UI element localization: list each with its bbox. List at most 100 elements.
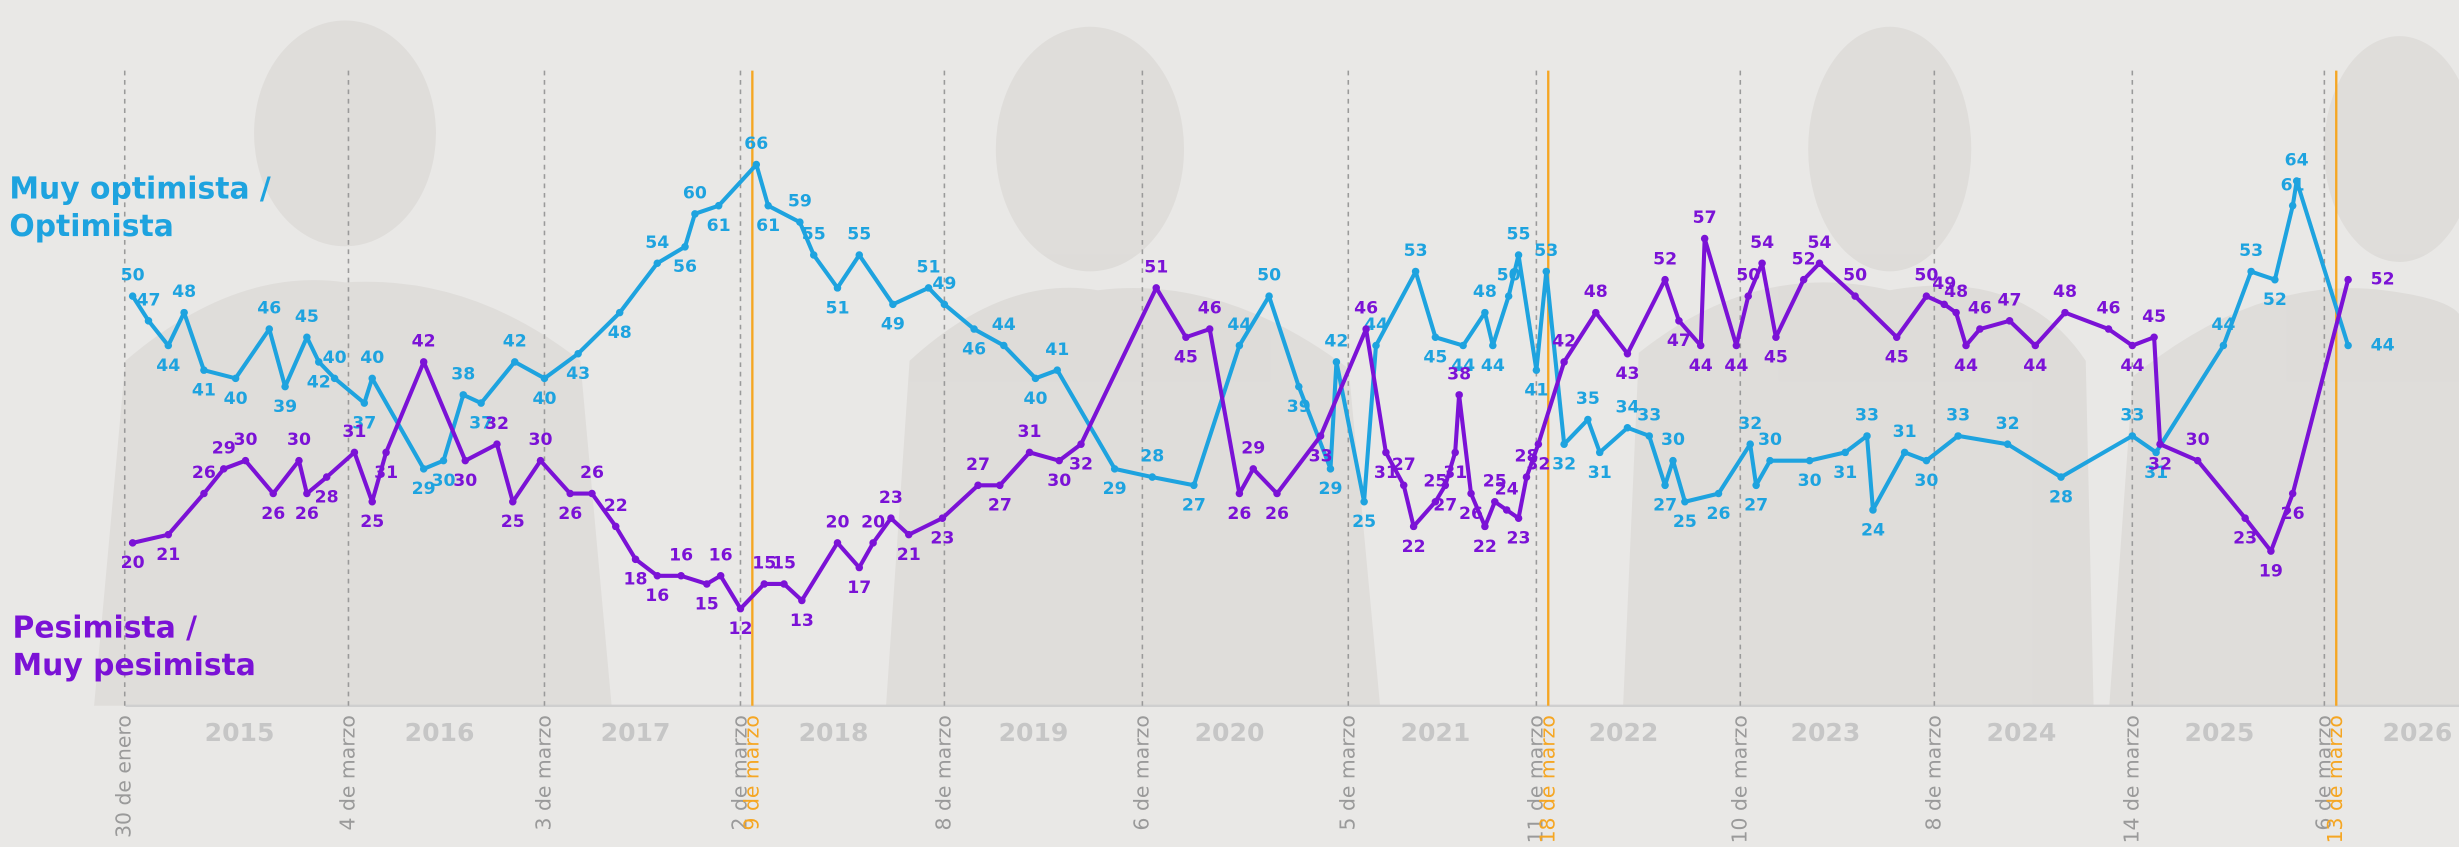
data-point xyxy=(1410,523,1418,531)
data-point xyxy=(1152,284,1160,292)
data-point xyxy=(810,251,818,259)
data-label: 30 xyxy=(453,471,477,491)
data-point xyxy=(2129,432,2137,440)
data-label: 33 xyxy=(1946,406,1970,426)
data-label: 26 xyxy=(1265,504,1289,524)
data-point xyxy=(654,259,662,267)
data-point xyxy=(1596,449,1604,457)
data-label: 32 xyxy=(1996,414,2020,434)
data-label: 61 xyxy=(707,216,731,236)
data-label: 19 xyxy=(2259,561,2283,581)
data-point xyxy=(1661,276,1669,284)
data-label: 44 xyxy=(2023,356,2047,376)
data-point xyxy=(165,531,173,539)
data-label: 46 xyxy=(962,339,986,359)
data-point xyxy=(632,556,640,564)
data-point xyxy=(323,473,331,481)
data-point xyxy=(869,539,877,547)
data-label: 13 xyxy=(790,611,814,631)
x-tick-label: 2016 xyxy=(405,718,475,747)
data-point xyxy=(1481,309,1489,317)
data-point xyxy=(588,490,596,498)
data-point xyxy=(368,375,376,383)
data-label: 29 xyxy=(1318,479,1342,499)
data-point xyxy=(265,325,273,333)
data-label: 44 xyxy=(2371,335,2395,355)
marker-label: 6 de marzo xyxy=(1129,715,1153,830)
data-point xyxy=(1624,424,1632,432)
data-label: 30 xyxy=(1661,430,1685,450)
data-point xyxy=(1053,366,1061,374)
marker-label: 30 de enero xyxy=(112,715,136,838)
data-point xyxy=(1800,276,1808,284)
data-point xyxy=(2289,202,2297,210)
data-label: 60 xyxy=(683,184,707,204)
data-label: 27 xyxy=(1744,496,1768,516)
data-label: 31 xyxy=(1443,463,1467,483)
data-point xyxy=(970,325,978,333)
data-point xyxy=(681,243,689,251)
data-point xyxy=(1451,449,1459,457)
data-label: 31 xyxy=(342,422,366,442)
data-label: 40 xyxy=(224,389,248,409)
data-point xyxy=(2032,342,2040,350)
data-point xyxy=(2247,268,2255,276)
data-label: 52 xyxy=(2371,270,2395,290)
data-point xyxy=(477,399,485,407)
data-point xyxy=(1236,490,1244,498)
data-point xyxy=(281,383,289,391)
data-point xyxy=(1055,457,1063,465)
data-point xyxy=(180,309,188,317)
data-label: 22 xyxy=(1473,537,1497,557)
data-point xyxy=(1962,342,1970,350)
x-tick-label: 2026 xyxy=(2383,718,2453,747)
data-label: 49 xyxy=(932,274,956,294)
chart: 30 de enero4 de marzo3 de marzo2 de marz… xyxy=(0,0,2459,847)
data-label: 48 xyxy=(608,323,632,343)
data-label: 24 xyxy=(1495,480,1519,500)
data-point xyxy=(925,284,933,292)
data-label: 23 xyxy=(879,488,903,508)
marker-label: 14 de marzo xyxy=(2119,715,2143,843)
data-label: 16 xyxy=(709,545,733,565)
data-label: 28 xyxy=(2049,487,2073,507)
data-point xyxy=(1333,358,1341,366)
data-label: 12 xyxy=(728,619,752,639)
data-point xyxy=(780,580,788,588)
data-point xyxy=(2293,177,2301,185)
data-label: 28 xyxy=(1140,447,1164,467)
data-point xyxy=(460,391,468,399)
data-point xyxy=(566,490,574,498)
data-label: 26 xyxy=(558,504,582,524)
x-tick-label: 2017 xyxy=(601,718,671,747)
data-label: 24 xyxy=(1861,520,1885,540)
data-label: 61 xyxy=(756,216,780,236)
series-label: Pesimista / xyxy=(13,610,198,645)
data-point xyxy=(1669,457,1677,465)
data-point xyxy=(1295,383,1303,391)
data-point xyxy=(2004,440,2012,448)
data-label: 30 xyxy=(1798,471,1822,491)
data-label: 30 xyxy=(528,430,552,450)
data-point xyxy=(1265,292,1273,300)
marker-label: 8 de marzo xyxy=(1921,715,1945,830)
data-point xyxy=(654,572,662,580)
data-label: 47 xyxy=(1667,331,1691,351)
data-point xyxy=(834,284,842,292)
data-point xyxy=(1459,342,1467,350)
data-point xyxy=(1000,342,1008,350)
data-point xyxy=(1758,259,1766,267)
data-point xyxy=(1766,457,1774,465)
data-label: 61 xyxy=(2281,175,2305,195)
data-label: 29 xyxy=(1241,438,1265,458)
data-label: 55 xyxy=(802,225,826,245)
data-label: 15 xyxy=(695,594,719,614)
data-label: 40 xyxy=(323,348,347,368)
data-point xyxy=(1372,342,1380,350)
data-point xyxy=(368,498,376,506)
data-point xyxy=(2267,547,2275,555)
x-tick-label: 2020 xyxy=(1195,718,1265,747)
data-label: 39 xyxy=(273,397,297,417)
data-point xyxy=(200,366,208,374)
data-point xyxy=(1362,325,1370,333)
